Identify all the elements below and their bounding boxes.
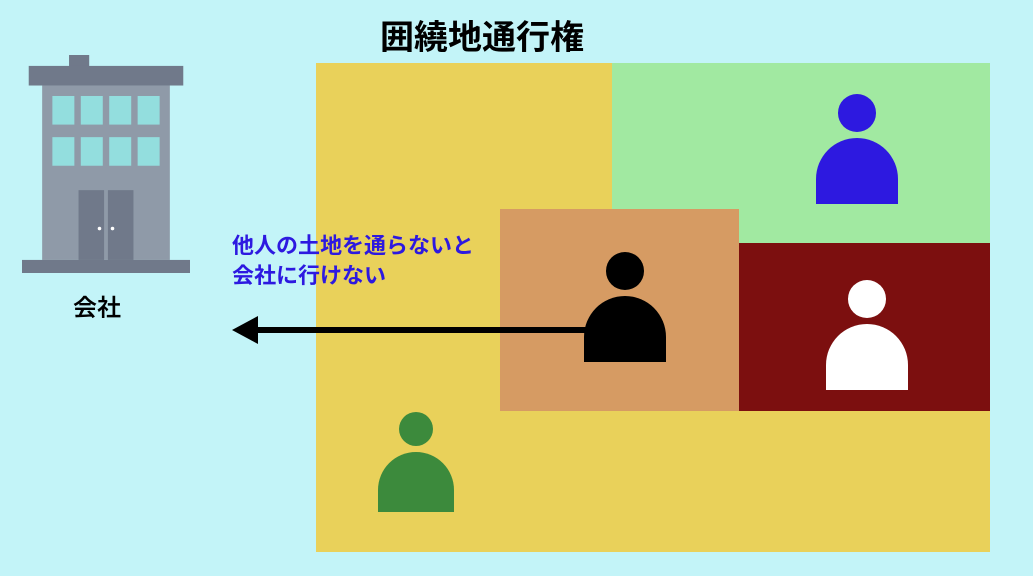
note-line1: 他人の土地を通らないと	[232, 228, 474, 260]
building-icon	[22, 55, 190, 273]
person-icon-green	[375, 412, 457, 512]
person-icon-black	[580, 252, 670, 362]
person-icon-blue	[812, 94, 902, 204]
note-text: 他人の土地を通らないと 会社に行けない	[232, 230, 474, 289]
note-line2: 会社に行けない	[232, 258, 386, 290]
arrow-line	[258, 327, 620, 333]
arrow-head-icon	[232, 316, 258, 344]
person-icon-white	[822, 280, 912, 390]
building-label: 会社	[73, 288, 121, 323]
diagram-title: 囲繞地通行権	[380, 10, 584, 59]
diagram-stage: 囲繞地通行権 他人の土地を通らないと 会社に行けない 会社	[0, 0, 1033, 576]
